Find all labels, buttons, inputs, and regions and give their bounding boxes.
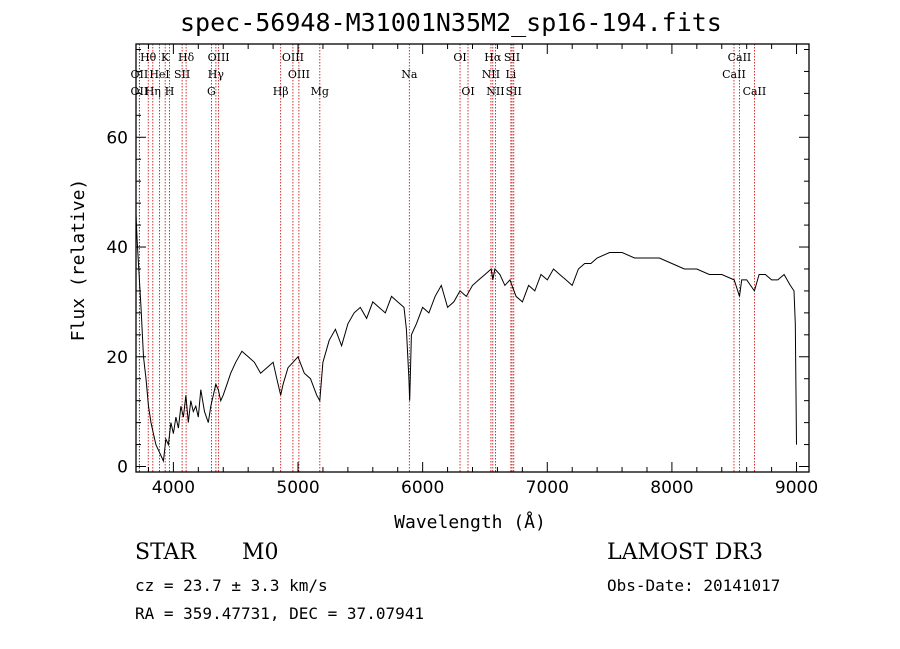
- survey-label: LAMOST DR3: [607, 540, 763, 565]
- line-label: OII: [131, 85, 149, 98]
- coords-label: RA = 359.47731, DEC = 37.07941: [135, 604, 424, 623]
- y-tick-label: 0: [117, 458, 128, 478]
- line-label: OI: [453, 51, 466, 64]
- x-tick-label: 9000: [775, 478, 818, 498]
- line-label: Hγ: [208, 68, 225, 81]
- line-label: H: [165, 85, 175, 98]
- y-tick-label: 40: [106, 238, 128, 258]
- line-label: Li: [505, 68, 516, 81]
- line-label: OIII: [208, 51, 230, 64]
- x-tick-label: 5000: [276, 478, 319, 498]
- x-tick-label: 4000: [152, 478, 195, 498]
- line-label: OI: [461, 85, 474, 98]
- line-label: CaII: [728, 51, 752, 64]
- line-label: SII: [174, 68, 190, 81]
- y-tick-label: 60: [106, 128, 128, 148]
- x-tick-label: 6000: [401, 478, 444, 498]
- spectrum-line: [135, 214, 797, 463]
- line-label: K: [161, 51, 170, 64]
- x-tick-label: 7000: [526, 478, 569, 498]
- class-label: STAR: [135, 540, 196, 565]
- line-label: NII: [482, 68, 500, 81]
- line-label: Hθ: [140, 51, 157, 64]
- y-axis-ticks: 0 20 40 60: [106, 48, 809, 478]
- line-label: Hη: [145, 85, 161, 98]
- line-label: Mg: [311, 85, 329, 98]
- redshift-label: cz = 23.7 ± 3.3 km/s: [135, 576, 328, 595]
- line-label: CaII: [743, 85, 767, 98]
- plot-frame: [135, 43, 810, 473]
- line-label: Hβ: [273, 85, 289, 98]
- x-axis-label: Wavelength (Å): [394, 511, 546, 533]
- line-markers: [138, 44, 755, 472]
- line-label: Hδ: [178, 51, 195, 64]
- line-label: Hα: [484, 51, 502, 64]
- line-label: SII: [506, 85, 522, 98]
- x-tick-label: 8000: [650, 478, 693, 498]
- line-label: HeI: [149, 68, 169, 81]
- subclass-label: M0: [242, 540, 279, 565]
- line-label: NII: [486, 85, 504, 98]
- spectrum-series: [135, 214, 797, 463]
- x-axis-ticks: 4000 5000 6000 7000 8000 9000: [147, 44, 818, 498]
- line-label: CaII: [722, 68, 746, 81]
- line-label: Na: [401, 68, 418, 81]
- line-label: SII: [504, 51, 520, 64]
- line-label: OII: [131, 68, 149, 81]
- obs-date-label: Obs-Date: 20141017: [607, 576, 781, 595]
- line-label: OIII: [288, 68, 310, 81]
- y-axis-label: Flux (relative): [68, 179, 89, 342]
- y-tick-label: 20: [106, 348, 128, 368]
- line-label: OIII: [282, 51, 304, 64]
- line-label: G: [207, 85, 216, 98]
- chart-title: spec-56948-M31001N35M2_sp16-194.fits: [180, 8, 722, 37]
